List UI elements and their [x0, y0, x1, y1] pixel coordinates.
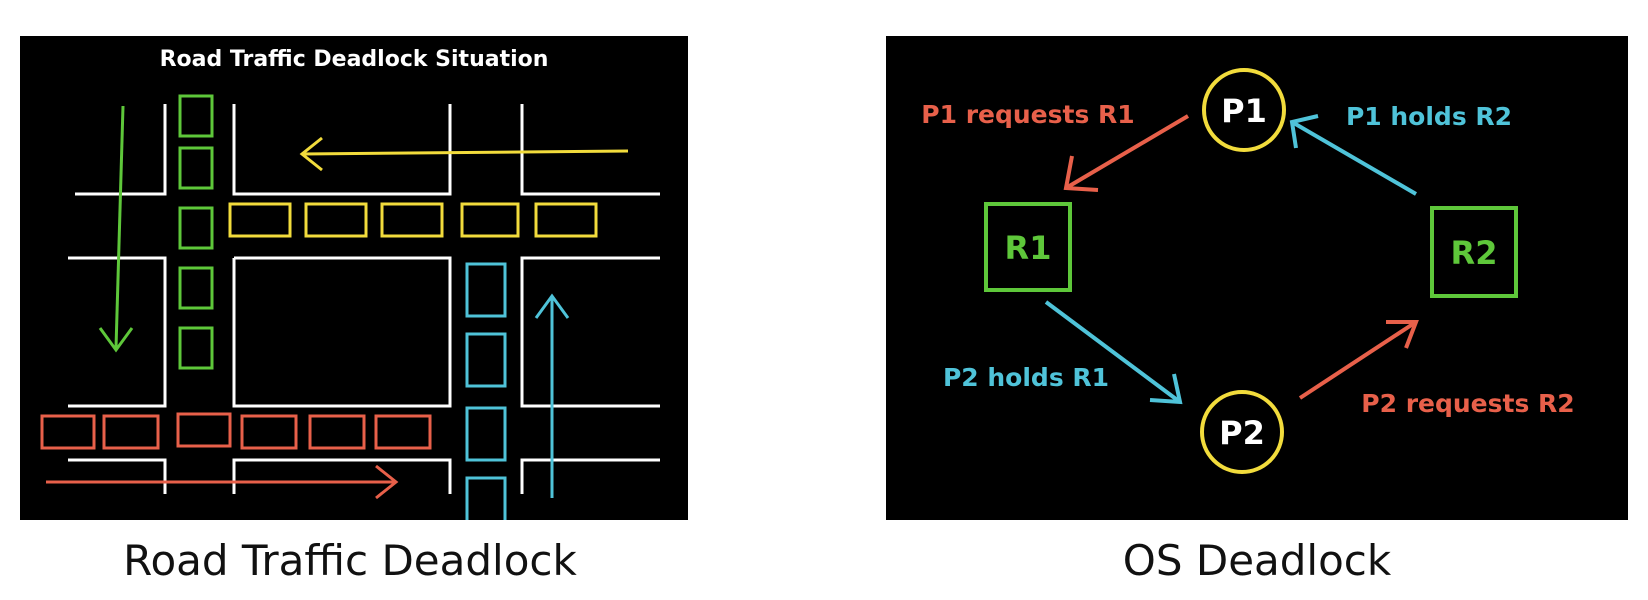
red-arrow [46, 464, 399, 500]
cyan-car [465, 262, 507, 318]
resource-node-r2: R2 [1430, 206, 1518, 298]
road-line [68, 256, 167, 408]
red-car [40, 414, 96, 450]
os-deadlock-caption: OS Deadlock [1122, 536, 1392, 585]
red-car [240, 414, 298, 450]
edge-p1-requests-r1 [1063, 114, 1190, 192]
edge-label-p1-requests-r1: P1 requests R1 [921, 100, 1134, 129]
process-label-p2: P2 [1219, 414, 1265, 452]
edge-p2-holds-r1 [1044, 300, 1183, 405]
resource-label-r2: R2 [1451, 234, 1498, 272]
road-traffic-title: Road Traffic Deadlock Situation [160, 47, 549, 72]
green-car [178, 326, 214, 370]
road-line [232, 104, 452, 196]
green-cars [178, 94, 214, 370]
red-cars [40, 412, 432, 450]
green-arrow [98, 105, 134, 353]
green-car [178, 206, 214, 250]
road-traffic-caption: Road Traffic Deadlock [123, 536, 577, 585]
red-car [374, 414, 432, 450]
edge-label-p2-requests-r2: P2 requests R2 [1361, 389, 1574, 418]
edge-p2-requests-r2 [1298, 320, 1419, 400]
os-deadlock-diagram: P1 P2 R1 R2 P1 requests R1 P1 holds R2 [921, 68, 1575, 474]
road-line [232, 458, 452, 494]
resource-square [984, 202, 1072, 292]
road-line [75, 104, 167, 196]
process-label-p1: P1 [1221, 92, 1267, 130]
green-car [178, 266, 214, 310]
yellow-arrow [299, 136, 629, 172]
red-car [102, 414, 160, 450]
road-line [520, 256, 660, 408]
cyan-car [465, 406, 507, 462]
red-car [308, 414, 366, 450]
yellow-car [380, 202, 444, 238]
resource-square [1430, 206, 1518, 298]
green-car [178, 146, 214, 190]
cyan-car [465, 332, 507, 388]
resource-label-r1: R1 [1005, 229, 1052, 267]
yellow-cars [228, 202, 598, 238]
process-node-p1: P1 [1202, 68, 1286, 152]
edge-label-p2-holds-r1: P2 holds R1 [943, 363, 1109, 392]
green-car [178, 94, 214, 138]
road-line [232, 256, 452, 408]
resource-node-r1: R1 [984, 202, 1072, 292]
road-line [68, 458, 167, 494]
yellow-car [534, 202, 598, 238]
cyan-car [465, 476, 507, 520]
yellow-car [460, 202, 520, 238]
process-node-p2: P2 [1200, 390, 1284, 474]
road-traffic-panel: Road Traffic Deadlock Situation [20, 36, 688, 520]
yellow-car [228, 202, 292, 238]
road-boundaries [68, 104, 660, 494]
edge-p1-holds-r2 [1289, 114, 1418, 196]
cyan-arrow [534, 293, 570, 498]
road-line [520, 104, 660, 196]
os-deadlock-panel: P1 P2 R1 R2 P1 requests R1 P1 holds R2 [886, 36, 1628, 520]
road-line [520, 458, 660, 494]
process-circle [1200, 390, 1284, 474]
cyan-cars [465, 262, 507, 520]
yellow-car [304, 202, 368, 238]
edge-label-p1-holds-r2: P1 holds R2 [1346, 102, 1512, 131]
road-traffic-diagram: Road Traffic Deadlock Situation [40, 47, 660, 520]
process-circle [1202, 68, 1286, 152]
red-car [176, 412, 232, 448]
